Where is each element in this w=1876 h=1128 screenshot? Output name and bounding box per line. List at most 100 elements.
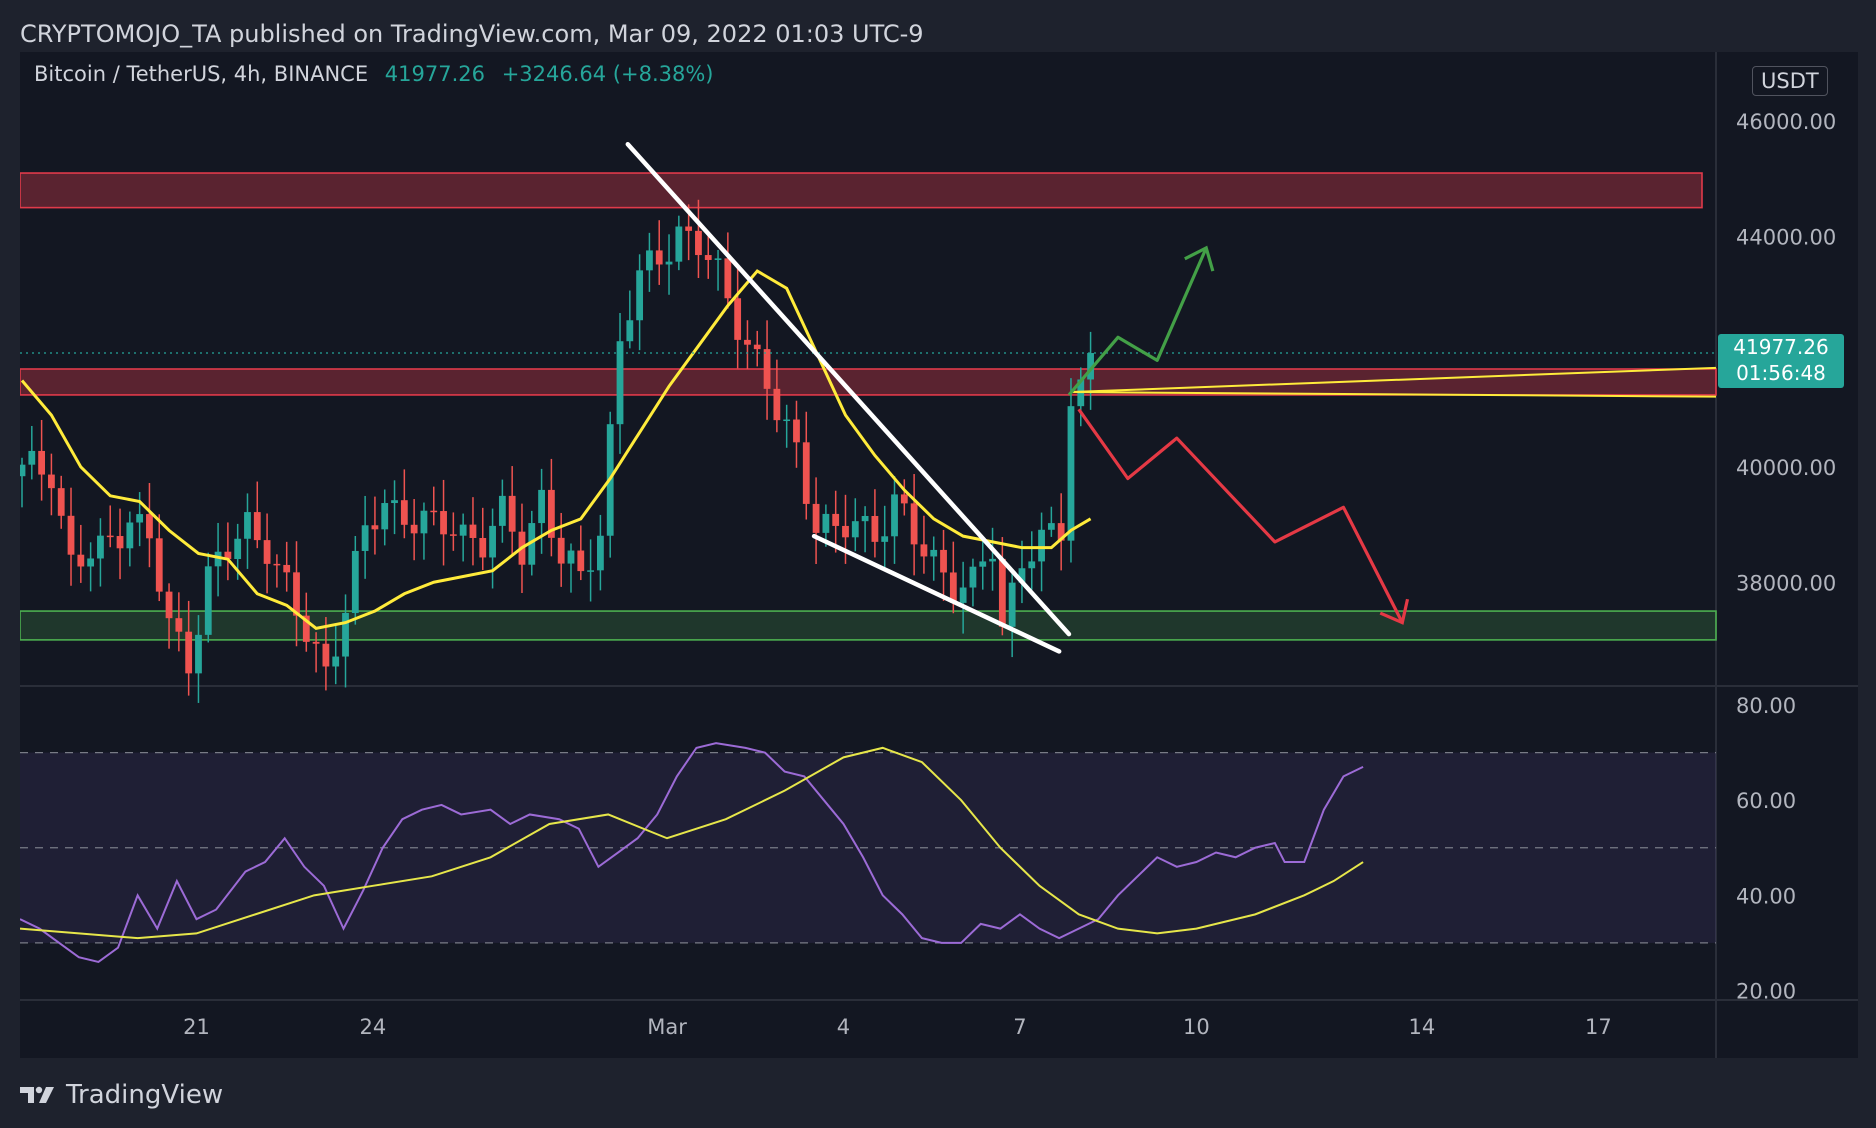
candle: [1008, 582, 1016, 627]
candle: [312, 641, 320, 644]
candle: [822, 513, 830, 533]
candle: [106, 535, 114, 538]
candle: [763, 349, 771, 389]
candle: [1047, 523, 1055, 530]
candle: [263, 540, 271, 564]
candle: [116, 536, 124, 549]
candle: [381, 503, 389, 530]
projection-bullish-arrow: [1184, 245, 1215, 272]
candle: [1028, 561, 1036, 569]
legend-change: +3246.64 (+8.38%): [501, 62, 714, 86]
chart-container[interactable]: 46000.00 44000.00 40000.00 38000.00 80.00 60.…: [18, 52, 1858, 1058]
candle: [861, 515, 869, 522]
candle: [949, 572, 957, 603]
candle: [459, 524, 467, 536]
rsi-axis-label: 20.00: [1736, 979, 1796, 1003]
time-axis-label: 17: [1585, 1015, 1612, 1039]
candle: [851, 521, 859, 538]
candle: [38, 450, 46, 475]
tradingview-logo-icon: [20, 1085, 56, 1105]
time-axis-label: 10: [1183, 1015, 1210, 1039]
zone-resistance-mid: [19, 368, 1717, 396]
candle: [675, 226, 683, 262]
candle: [440, 511, 447, 535]
candle: [753, 344, 761, 350]
candle: [48, 474, 55, 489]
candle: [1038, 529, 1045, 562]
last-price-value: 41977.26: [1733, 335, 1829, 359]
candle: [665, 261, 673, 265]
candle: [155, 538, 163, 592]
candle: [293, 572, 300, 616]
candle: [391, 500, 398, 504]
time-axis-label: 24: [360, 1015, 387, 1039]
time-axis-label: 4: [837, 1015, 850, 1039]
candle: [214, 551, 222, 567]
candle: [67, 515, 75, 555]
legend-symbol: Bitcoin / TetherUS, 4h, BINANCE: [34, 62, 369, 86]
time-axis-label: Mar: [647, 1015, 687, 1039]
candle: [1087, 353, 1094, 380]
time-axis-label: 14: [1409, 1015, 1436, 1039]
candle: [400, 500, 408, 525]
candle: [969, 566, 977, 588]
rsi-line: [19, 742, 1364, 964]
price-chart[interactable]: 46000.00 44000.00 40000.00 38000.00 80.00 60.…: [18, 52, 1858, 1058]
candle: [244, 512, 251, 539]
candle: [126, 522, 134, 549]
projection-line-upper: [1070, 366, 1717, 394]
candle: [234, 538, 242, 560]
candle: [597, 535, 604, 571]
candle: [773, 388, 781, 421]
candle: [989, 558, 996, 562]
currency-badge[interactable]: USDT: [1752, 66, 1828, 96]
trendline-wedge-upper: [625, 141, 1072, 637]
candle: [655, 250, 663, 265]
candle: [577, 550, 585, 572]
candle: [636, 270, 644, 321]
candle: [283, 564, 291, 573]
projection-bearish: [1077, 408, 1404, 624]
candle: [1057, 523, 1065, 541]
last-price-tag: 41977.26 01:56:48: [1718, 334, 1844, 388]
candle: [204, 566, 212, 635]
candle: [587, 570, 595, 572]
candle: [979, 561, 987, 567]
candle: [881, 536, 889, 542]
candle: [175, 618, 183, 632]
zones-layer: [19, 172, 1717, 641]
candle: [910, 503, 918, 545]
candle: [87, 558, 95, 567]
candle: [57, 488, 65, 516]
candle: [498, 495, 506, 526]
candle: [469, 524, 477, 538]
candle: [253, 512, 261, 541]
rsi-axis-label: 80.00: [1736, 694, 1796, 718]
candle: [77, 554, 85, 567]
bar-countdown: 01:56:48: [1736, 361, 1826, 385]
candle: [479, 537, 487, 558]
candle: [744, 339, 751, 345]
price-axis-label: 38000.00: [1736, 571, 1836, 595]
rsi-ma-line: [19, 746, 1364, 940]
zone-resistance-top: [19, 172, 1703, 209]
rsi-axis-label: 40.00: [1736, 884, 1796, 908]
legend-price: 41977.26: [384, 62, 485, 86]
candle: [842, 525, 849, 538]
footer-brand: TradingView: [66, 1080, 224, 1110]
candle: [538, 489, 545, 524]
candle: [900, 494, 908, 504]
candle: [832, 513, 840, 526]
candle: [18, 464, 26, 477]
candle: [489, 525, 496, 558]
candle: [793, 419, 800, 443]
candle: [224, 551, 232, 560]
candle: [185, 631, 193, 674]
candle: [557, 537, 565, 564]
projection-line-lower: [1070, 391, 1717, 398]
footer: TradingView: [20, 1078, 223, 1112]
trendline-wedge-lower: [811, 533, 1062, 654]
candle: [1018, 568, 1026, 583]
candle: [940, 549, 947, 573]
candle: [734, 298, 742, 340]
